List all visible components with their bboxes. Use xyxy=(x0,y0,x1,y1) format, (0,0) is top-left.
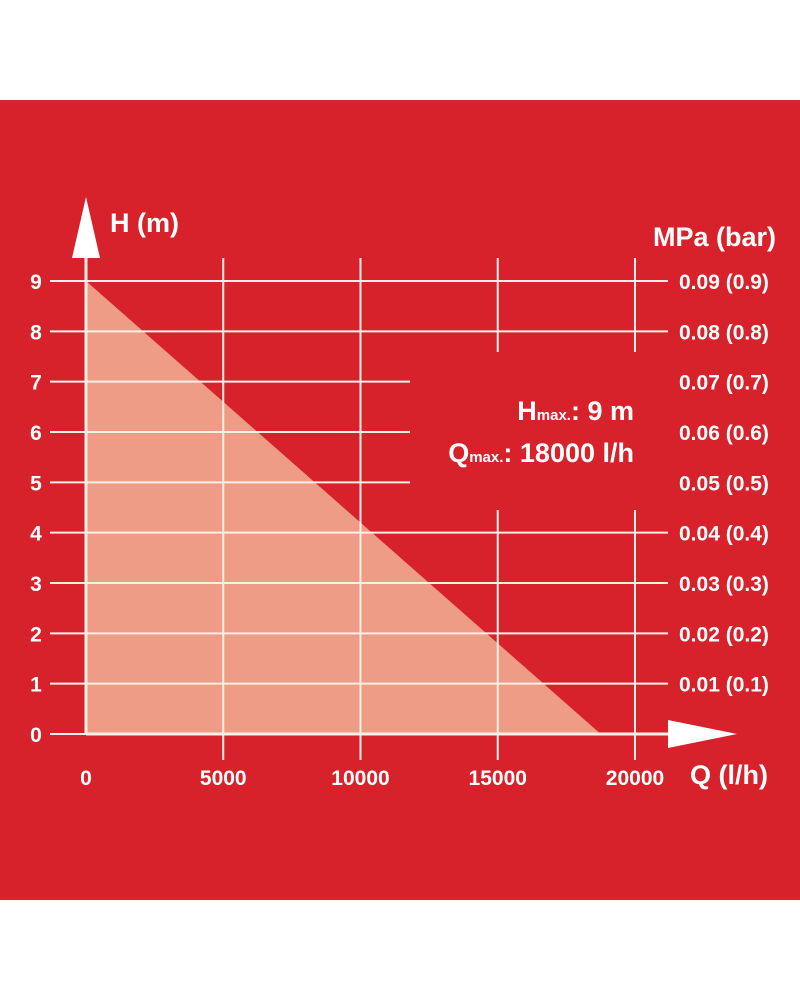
y2-tick-label: 0.09 (0.9) xyxy=(679,271,769,294)
y-tick-label: 5 xyxy=(30,472,42,495)
pump-curve-chart: 0 1 2 3 4 5 6 7 8 9 0.01 (0.1) 0.02 (0.2) 0.03 (0.3… xyxy=(30,197,776,790)
y2-tick-labels: 0.01 (0.1) 0.02 (0.2) 0.03 (0.3) 0.04 (0.4)… xyxy=(679,271,769,697)
y2-tick-label: 0.08 (0.8) xyxy=(679,321,769,344)
y2-tick-label: 0.03 (0.3) xyxy=(679,573,769,596)
hmax-suffix: : 9 m xyxy=(571,396,634,426)
x-axis-label: Q (l/h) xyxy=(690,760,768,790)
gridlines xyxy=(50,258,668,760)
y-tick-label: 4 xyxy=(30,523,42,546)
y2-tick-label: 0.05 (0.5) xyxy=(679,472,769,495)
y-tick-label: 9 xyxy=(30,271,42,294)
y-tick-label: 3 xyxy=(30,573,42,596)
y-tick-labels: 0 1 2 3 4 5 6 7 8 9 xyxy=(30,271,42,747)
qmax-annotation: Qmax.: 18000 l/h xyxy=(448,438,634,468)
y2-tick-label: 0.04 (0.4) xyxy=(679,523,769,546)
y2-axis-label: MPa (bar) xyxy=(653,222,776,252)
x-tick-label: 15000 xyxy=(469,767,527,790)
y-tick-label: 7 xyxy=(30,372,42,395)
hmax-subscript: max. xyxy=(537,407,571,424)
y2-tick-label: 0.07 (0.7) xyxy=(679,372,769,395)
x-tick-labels: 0 5000 10000 15000 20000 xyxy=(80,767,664,790)
x-tick-label: 20000 xyxy=(606,767,664,790)
y-tick-label: 0 xyxy=(30,724,42,747)
x-tick-label: 5000 xyxy=(200,767,247,790)
qmax-subscript: max. xyxy=(469,449,503,466)
chart-panel: 0 1 2 3 4 5 6 7 8 9 0.01 (0.1) 0.02 (0.2) 0.03 (0.3… xyxy=(0,100,800,900)
y2-tick-label: 0.06 (0.6) xyxy=(679,422,769,445)
qmax-prefix: Q xyxy=(448,438,469,468)
performance-area xyxy=(86,281,601,734)
y2-tick-label: 0.01 (0.1) xyxy=(679,674,769,697)
x-tick-label: 0 xyxy=(80,767,92,790)
y-tick-label: 6 xyxy=(30,422,42,445)
y-tick-label: 8 xyxy=(30,321,42,344)
x-axis-arrow xyxy=(668,720,737,748)
y-axis-arrow xyxy=(72,197,100,258)
hmax-annotation: Hmax.: 9 m xyxy=(517,396,634,426)
x-tick-label: 10000 xyxy=(331,767,389,790)
y-axis-label: H (m) xyxy=(110,208,179,238)
y-tick-label: 2 xyxy=(30,623,42,646)
y-tick-label: 1 xyxy=(30,674,42,697)
y2-tick-label: 0.02 (0.2) xyxy=(679,623,769,646)
qmax-suffix: : 18000 l/h xyxy=(503,438,634,468)
hmax-prefix: H xyxy=(517,396,537,426)
